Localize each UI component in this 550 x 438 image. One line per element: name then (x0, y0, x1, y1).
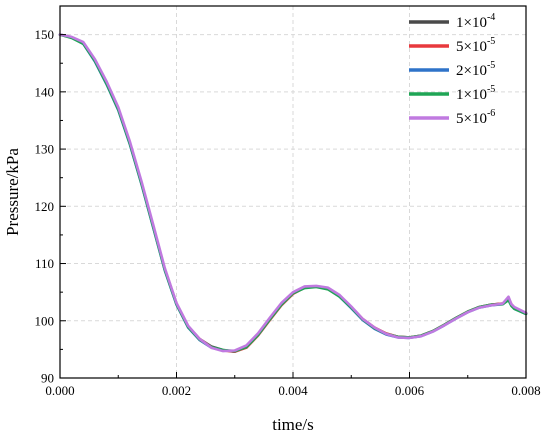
legend-label-exponent: -5 (487, 60, 495, 71)
y-tick-label: 150 (35, 27, 55, 42)
legend-label-exponent: -5 (487, 84, 495, 95)
x-tick-label: 0.006 (395, 383, 425, 398)
legend-label-exponent: -5 (487, 36, 495, 47)
x-tick-label: 0.002 (162, 383, 191, 398)
series-line-4 (58, 33, 528, 353)
x-axis-title: time/s (272, 415, 314, 434)
legend-label-base: 5×10 (456, 39, 487, 55)
x-tick-label: 0.004 (278, 383, 308, 398)
legend-label-base: 5×10 (456, 111, 487, 127)
legend-label-0: 1×10-4 (456, 12, 495, 31)
series-layer (58, 33, 528, 354)
legend: 1×10-45×10-52×10-51×10-55×10-6 (409, 12, 495, 127)
x-tick-label: 0.000 (45, 383, 74, 398)
y-tick-label: 110 (35, 256, 54, 271)
y-tick-label: 140 (35, 84, 55, 99)
legend-label-base: 2×10 (456, 63, 487, 79)
legend-label-1: 5×10-5 (456, 36, 495, 55)
legend-label-2: 2×10-5 (456, 60, 495, 79)
y-tick-label: 120 (35, 199, 55, 214)
y-tick-label: 130 (35, 142, 55, 157)
legend-label-exponent: -4 (487, 12, 495, 23)
legend-label-base: 1×10 (456, 87, 487, 103)
y-tick-label: 100 (35, 313, 55, 328)
legend-label-3: 1×10-5 (456, 84, 495, 103)
x-tick-label: 0.008 (511, 383, 540, 398)
legend-label-exponent: -6 (487, 108, 495, 119)
y-tick-label: 90 (41, 371, 54, 386)
y-axis-title: Pressure/kPa (3, 148, 22, 236)
axis-ticks: 0.000 0.002 0.004 0.006 0.008 90 100 110 120 130 1… (35, 5, 541, 398)
legend-label-base: 1×10 (456, 15, 487, 31)
legend-label-4: 5×10-6 (456, 108, 495, 127)
